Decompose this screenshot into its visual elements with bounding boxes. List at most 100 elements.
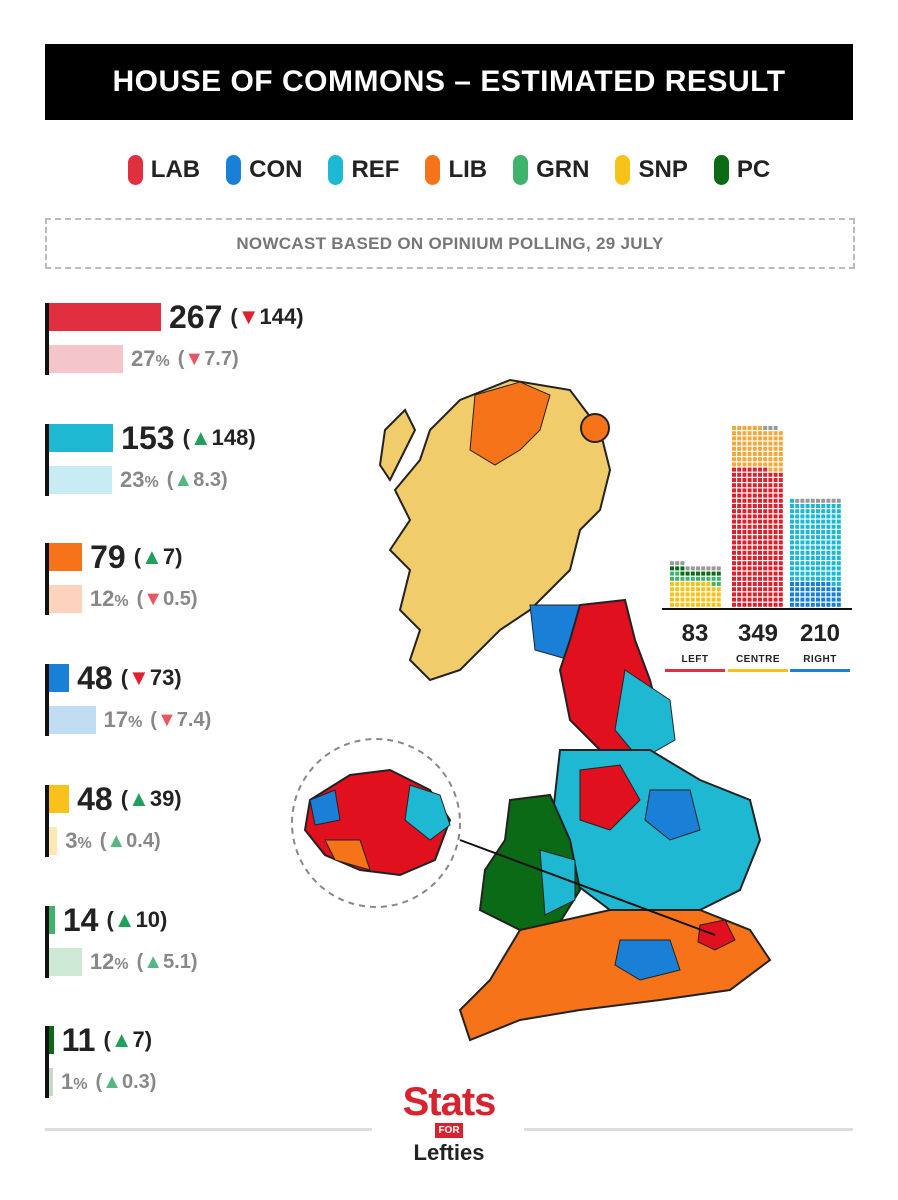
waffle-seat-left [685,602,690,607]
waffle-seat-left [680,587,685,592]
waffle-seat-left [716,576,721,581]
waffle-seat-left [690,587,695,592]
waffle-seat-right [821,582,826,586]
waffle-seat-right [810,535,815,540]
waffle-seat-centre [747,571,752,576]
waffle-seat-centre [773,535,778,540]
waffle-seat-centre [758,592,762,597]
waffle-seat-centre [758,530,762,534]
waffle-seat-left [675,576,680,581]
waffle-seat-right [831,509,836,514]
waffle-seat-right [826,524,831,529]
waffle-seat-centre [737,592,742,597]
waffle-seat-right [805,519,810,524]
waffle-seat-right [800,504,805,508]
waffle-seat-right [826,498,831,503]
waffle-seat-left [711,592,716,597]
waffle-seat-centre [763,462,768,467]
waffle-seat-centre [732,530,736,534]
alignment-name: RIGHT [803,654,837,665]
waffle-seat-centre [747,550,752,555]
waffle-seat-centre [768,592,773,597]
waffle-seat-centre [742,582,747,586]
vote-share-label: 1% [61,1069,88,1094]
waffle-seat-centre [778,571,783,576]
waffle-seat-centre [752,462,757,467]
waffle-seat-right [810,597,815,602]
waffle-seat-right [836,509,841,514]
waffle-seat-centre [742,545,747,550]
waffle-seat-centre [737,498,742,503]
waffle-seat-right [810,519,815,524]
waffle-seat-right [816,540,820,545]
waffle-seat-right [836,535,841,540]
vote-bar-ref [49,466,113,494]
waffle-seat-right [795,540,800,545]
waffle-seat-centre [747,457,752,462]
waffle-seat-centre [747,556,752,560]
waffle-seat-centre [752,587,757,592]
waffle-seat-centre [737,436,742,441]
waffle-seat-centre [747,582,752,586]
waffle-seat-centre [773,436,778,441]
waffle-seat-right [790,535,794,540]
waffle-seat-right [816,566,820,571]
waffle-seat-left [685,571,690,576]
waffle-seat-centre [773,504,778,508]
waffle-seat-right [821,514,826,519]
legend-label: CON [249,156,303,183]
waffle-seat-right [836,514,841,519]
seat-change-label: (▲39) [120,786,182,811]
waffle-seat-centre [778,504,783,508]
waffle-seat-left [701,576,706,581]
waffle-seat-centre [737,571,742,576]
waffle-seat-centre [752,571,757,576]
waffle-seat-left [701,597,706,602]
waffle-seat-centre [732,493,736,498]
waffle-seat-right [795,550,800,555]
waffle-seat-centre [758,535,762,540]
vote-share-label: 27% [131,346,170,371]
waffle-seat-centre [742,446,747,451]
waffle-seat-right [821,587,826,592]
vote-bar-snp [49,827,58,855]
waffle-seat-centre [742,509,747,514]
waffle-seat-centre [732,540,736,545]
waffle-seat-centre [752,550,757,555]
waffle-seat-centre [768,472,773,477]
waffle-seat-centre [768,545,773,550]
waffle-seat-centre [763,509,768,514]
waffle-seat-left [706,597,711,602]
waffle-seat-centre [732,472,736,477]
waffle-seat-right [800,561,805,566]
waffle-seat-centre [742,597,747,602]
waffle-seat-right [836,587,841,592]
waffle-seat-centre [752,436,757,441]
waffle-seat-centre [758,483,762,488]
waffle-seat-centre [742,524,747,529]
vote-share-label: 17% [103,707,143,732]
waffle-seat-centre [752,535,757,540]
waffle-seat-centre [763,478,768,482]
waffle-seat-left [711,602,716,607]
waffle-seat-right [795,498,800,503]
waffle-seat-centre [773,514,778,519]
waffle-seat-centre [778,457,783,462]
waffle-seat-centre [758,545,762,550]
waffle-seat-left [706,566,711,571]
waffle-seat-left [685,587,690,592]
waffle-seat-right [805,509,810,514]
waffle-seat-right [795,587,800,592]
waffle-seat-right [795,576,800,581]
waffle-seat-left [696,582,700,586]
waffle-seat-right [836,540,841,545]
waffle-seat-right [810,566,815,571]
waffle-seat-centre [737,504,742,508]
waffle-seat-centre [747,587,752,592]
waffle-seat-right [790,545,794,550]
legend: LAB CON REF LIB GRN SNP PC [45,150,853,190]
vote-share-label: 3% [65,828,92,853]
waffle-seat-centre [732,535,736,540]
waffle-seat-centre [768,446,773,451]
waffle-seat-centre [747,514,752,519]
